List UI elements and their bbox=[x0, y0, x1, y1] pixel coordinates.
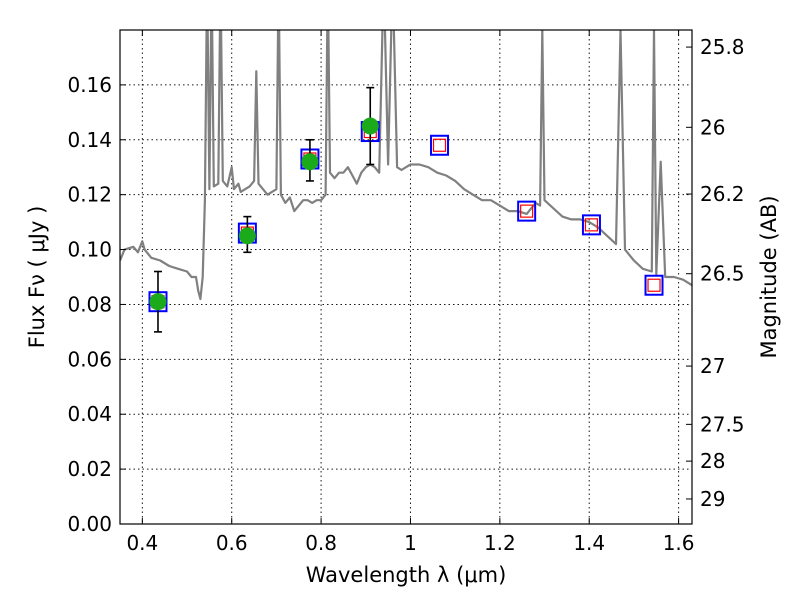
right-tick-label: 28 bbox=[700, 449, 725, 473]
x-axis-label: Wavelength λ (μm) bbox=[306, 563, 507, 587]
x-tick-label: 1 bbox=[404, 531, 417, 555]
y-tick-label: 0.08 bbox=[67, 292, 112, 316]
x-tick-label: 0.8 bbox=[305, 531, 337, 555]
right-axis-label: Magnitude (AB) bbox=[757, 195, 781, 358]
right-tick-label: 25.8 bbox=[700, 35, 745, 59]
x-tick-label: 1.4 bbox=[573, 531, 605, 555]
x-tick-label: 0.4 bbox=[126, 531, 158, 555]
y-tick-label: 0.02 bbox=[67, 457, 112, 481]
y-tick-label: 0.14 bbox=[67, 128, 112, 152]
observed-point bbox=[238, 227, 256, 245]
observed-point bbox=[301, 153, 319, 171]
model-photometry-box bbox=[517, 200, 537, 222]
model-spectrum-line bbox=[120, 30, 692, 301]
observed-point bbox=[361, 117, 379, 135]
model-photometry-inner-box bbox=[647, 278, 661, 292]
axes: 0.4 0.6 0.8 1 1.2 1.4 1.6 0.00 0.02 0.04 0.06 0.08 0… bbox=[67, 30, 745, 555]
y-tick-label: 0.12 bbox=[67, 183, 112, 207]
model-photometry-box bbox=[581, 214, 601, 236]
y-tick-label: 0.10 bbox=[67, 238, 112, 262]
model-photometry-inner-box bbox=[432, 138, 447, 152]
plot-area bbox=[120, 30, 692, 333]
plot-frame bbox=[119, 29, 693, 525]
right-tick-label: 27 bbox=[700, 354, 725, 378]
y-axis-label: Flux Fν ( μJy ) bbox=[25, 206, 49, 349]
observed-point bbox=[149, 293, 167, 311]
y-tick-label: 0.16 bbox=[67, 73, 112, 97]
right-tick-label: 29 bbox=[700, 487, 725, 511]
y-tick-label: 0.00 bbox=[67, 512, 112, 536]
x-tick-label: 1.6 bbox=[663, 531, 695, 555]
right-tick-label: 26.2 bbox=[700, 182, 745, 206]
x-tick-label: 0.6 bbox=[216, 531, 248, 555]
y-tick-label: 0.06 bbox=[67, 347, 112, 371]
model-photometry-inner-box bbox=[520, 204, 534, 218]
model-photometry-box bbox=[644, 274, 664, 296]
right-tick-label: 26 bbox=[700, 115, 725, 139]
model-photometry-box bbox=[430, 134, 450, 156]
x-tick-label: 1.2 bbox=[484, 531, 516, 555]
model-photometry-inner-box bbox=[584, 218, 599, 232]
right-tick-label: 27.5 bbox=[700, 412, 745, 436]
plot-content bbox=[120, 30, 692, 333]
y-tick-label: 0.04 bbox=[67, 402, 112, 426]
right-tick-label: 26.5 bbox=[700, 262, 745, 286]
